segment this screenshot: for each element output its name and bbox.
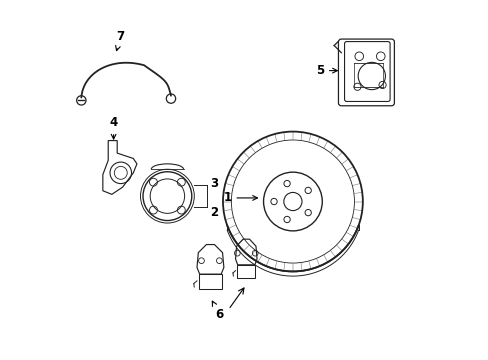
- Text: 1: 1: [223, 192, 257, 204]
- Text: 6: 6: [212, 301, 223, 321]
- Text: 2: 2: [209, 206, 218, 219]
- Text: 4: 4: [109, 116, 118, 139]
- Text: 7: 7: [116, 30, 124, 51]
- Text: 3: 3: [209, 177, 218, 190]
- Text: 5: 5: [315, 64, 337, 77]
